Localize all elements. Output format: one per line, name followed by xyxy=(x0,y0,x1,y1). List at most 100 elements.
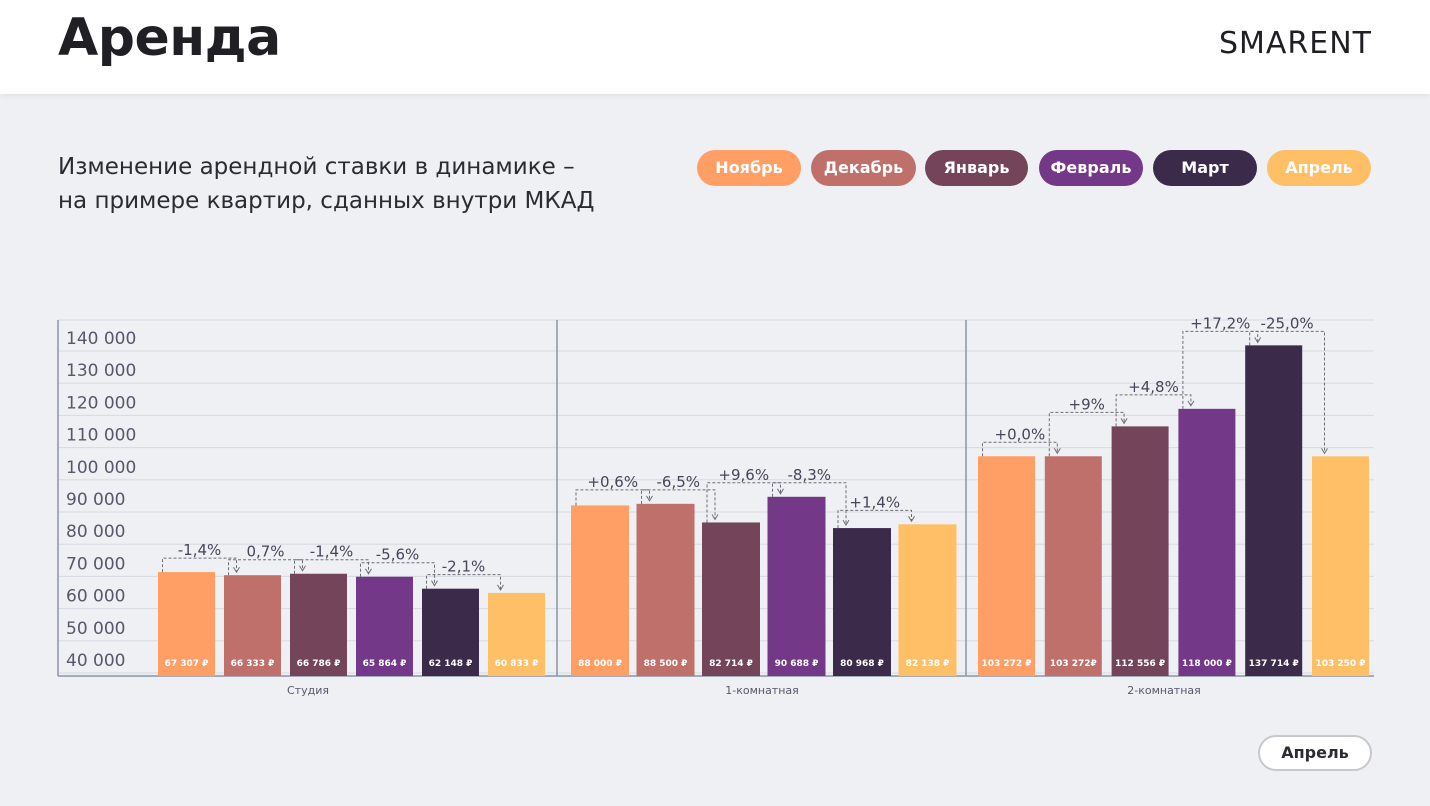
y-tick-label: 100 000 xyxy=(66,458,136,478)
legend-item-january[interactable]: Январь xyxy=(925,150,1028,186)
page-title: Аренда xyxy=(58,8,281,68)
bar-value-label: 103 250 ₽ xyxy=(1315,659,1365,669)
connector-arrow xyxy=(1053,448,1061,455)
change-connector xyxy=(1115,394,1192,427)
connector-arrow xyxy=(497,584,504,591)
bar-value-label: 65 864 ₽ xyxy=(363,659,407,669)
category-label: Студия xyxy=(287,684,329,697)
bar-value-label: 66 786 ₽ xyxy=(297,659,341,669)
bar xyxy=(224,575,281,676)
connector-arrow xyxy=(646,495,653,502)
change-label: +1,4% xyxy=(849,493,900,511)
bar-value-label: 66 333 ₽ xyxy=(231,659,275,669)
connector-arrow xyxy=(777,488,784,495)
chart-subtitle: Изменение арендной ставки в динамике – н… xyxy=(58,150,594,218)
bar xyxy=(290,573,347,676)
bar xyxy=(422,588,479,676)
bar-value-label: 103 272 ₽ xyxy=(981,659,1031,669)
legend-item-april[interactable]: Апрель xyxy=(1267,150,1371,186)
bar xyxy=(1312,456,1369,676)
bar-value-label: 118 000 ₽ xyxy=(1182,659,1232,669)
change-connector xyxy=(837,509,912,529)
connector-arrow xyxy=(1187,400,1195,407)
bar xyxy=(636,503,695,676)
y-tick-label: 140 000 xyxy=(66,329,136,349)
connector-arrow xyxy=(711,514,719,521)
change-label: 0,7% xyxy=(246,543,284,561)
connector-arrow xyxy=(1120,418,1128,425)
change-connector xyxy=(706,482,781,523)
change-connector xyxy=(641,489,716,519)
change-connector xyxy=(228,559,303,576)
bar xyxy=(767,496,826,676)
bar-value-label: 112 556 ₽ xyxy=(1115,659,1165,669)
legend-item-february[interactable]: Февраль xyxy=(1039,150,1143,186)
connector-arrow xyxy=(1321,448,1328,455)
change-label: -6,5% xyxy=(656,473,700,491)
connector-arrow xyxy=(365,568,372,575)
change-label: -8,3% xyxy=(787,466,831,484)
bar-value-label: 90 688 ₽ xyxy=(775,659,819,669)
change-label: +0,6% xyxy=(587,473,638,491)
bar xyxy=(1111,426,1169,676)
bar-value-label: 67 307 ₽ xyxy=(165,659,209,669)
change-label: -2,1% xyxy=(442,558,486,576)
y-tick-label: 120 000 xyxy=(66,393,136,413)
legend-item-december[interactable]: Декабрь xyxy=(811,150,916,186)
change-label: +17,2% xyxy=(1190,314,1250,332)
period-select-button[interactable]: Апрель xyxy=(1258,735,1372,771)
change-connector xyxy=(1048,411,1125,457)
bar xyxy=(1044,456,1102,676)
y-tick-label: 90 000 xyxy=(66,490,125,510)
bar xyxy=(1178,408,1236,676)
legend: Ноябрь Декабрь Январь Февраль Март Апрел… xyxy=(0,150,1430,186)
bar-value-label: 137 714 ₽ xyxy=(1249,659,1299,669)
bar-value-label: 62 148 ₽ xyxy=(429,659,473,669)
bar xyxy=(158,572,215,676)
subtitle-line-1: Изменение арендной ставки в динамике – xyxy=(58,154,575,180)
change-label: +0,0% xyxy=(995,425,1046,443)
legend-item-november[interactable]: Ноябрь xyxy=(697,150,801,186)
bar xyxy=(898,524,957,676)
bar-value-label: 82 714 ₽ xyxy=(709,659,753,669)
header: Аренда SMARENT xyxy=(0,0,1430,94)
y-tick-label: 130 000 xyxy=(66,361,136,381)
connector-arrow xyxy=(1254,337,1262,344)
change-connector xyxy=(162,557,237,573)
connector-arrow xyxy=(842,519,850,527)
change-label: +9,6% xyxy=(718,466,769,484)
bar xyxy=(833,528,891,676)
bar xyxy=(1245,345,1303,676)
y-tick-label: 50 000 xyxy=(66,619,125,639)
bar-value-label: 88 500 ₽ xyxy=(644,659,688,669)
legend-item-march[interactable]: Март xyxy=(1153,150,1257,186)
change-connector xyxy=(1249,330,1325,453)
change-connector xyxy=(982,441,1058,457)
bar xyxy=(356,576,413,676)
change-connector xyxy=(426,574,501,589)
category-label: 2-комнатная xyxy=(1127,684,1201,697)
change-label: +4,8% xyxy=(1128,378,1179,396)
y-tick-label: 40 000 xyxy=(66,651,125,671)
connector-arrow xyxy=(431,580,438,587)
change-connector xyxy=(360,562,435,585)
subtitle-line-2: на примере квартир, сданных внутри МКАД xyxy=(58,188,595,214)
change-connector xyxy=(575,489,650,506)
bar-value-label: 88 000 ₽ xyxy=(578,659,622,669)
bar xyxy=(571,505,629,676)
change-connector xyxy=(294,559,369,574)
bar-value-label: 60 833 ₽ xyxy=(495,659,539,669)
connector-arrow xyxy=(233,566,240,574)
bar-value-label: 82 138 ₽ xyxy=(906,659,950,669)
change-connector xyxy=(772,482,847,525)
bar xyxy=(978,456,1035,676)
connector-arrow xyxy=(299,565,306,572)
change-label: +9% xyxy=(1069,395,1105,413)
brand-logo: SMARENT xyxy=(1218,26,1372,61)
change-label: -5,6% xyxy=(376,546,420,564)
bar xyxy=(702,522,760,676)
category-label: 1-комнатная xyxy=(725,684,799,697)
connector-arrow xyxy=(908,516,915,523)
change-label: -1,4% xyxy=(178,541,222,559)
